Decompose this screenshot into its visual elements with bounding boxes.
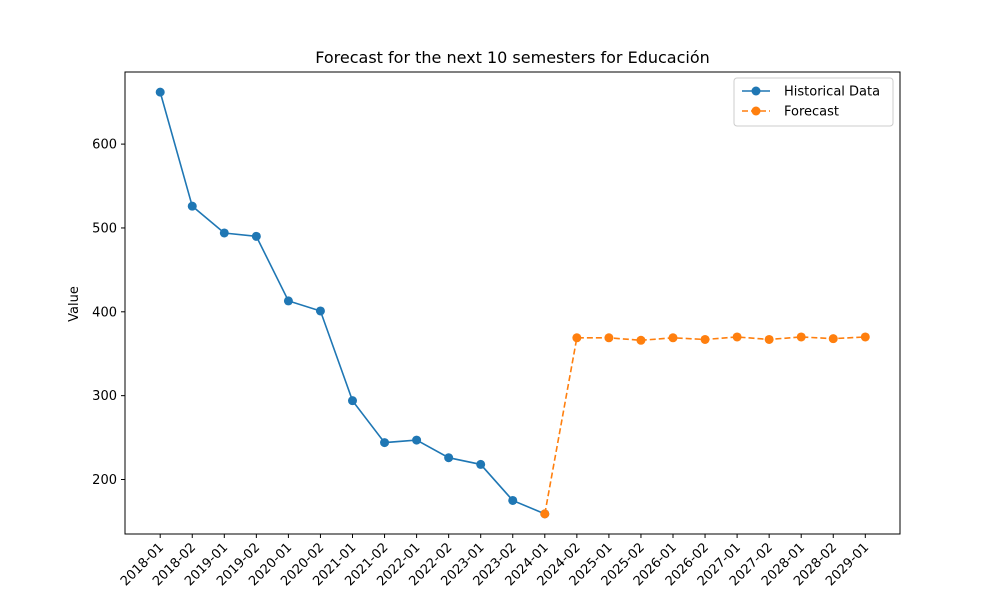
y-tick-label: 200 (92, 473, 117, 488)
data-point (636, 335, 646, 345)
legend: Historical Data Forecast (733, 77, 894, 127)
legend-label-forecast: Forecast (784, 105, 839, 120)
data-point (700, 334, 710, 344)
y-tick-label: 600 (92, 138, 117, 153)
data-point (540, 509, 550, 519)
data-point (187, 201, 197, 211)
series-layer (155, 87, 870, 519)
data-point (732, 332, 742, 342)
data-point (283, 296, 293, 306)
data-point (796, 332, 806, 342)
plot-area-frame (124, 71, 901, 535)
y-tick-label: 500 (92, 221, 117, 236)
y-tick-label: 400 (92, 305, 117, 320)
data-point (668, 333, 678, 343)
data-point (508, 495, 518, 505)
chart-title: Forecast for the next 10 semesters for E… (315, 48, 710, 67)
data-point (219, 228, 229, 238)
data-point (251, 231, 261, 241)
data-point (860, 332, 870, 342)
data-point (604, 333, 614, 343)
data-point (315, 306, 325, 316)
y-tick-label: 300 (92, 389, 117, 404)
data-point (764, 334, 774, 344)
series-historical-data (155, 87, 550, 519)
legend-label-historical-data: Historical Data (784, 85, 880, 100)
y-axis-label: Value (67, 286, 82, 322)
legend-marker-historical-data (751, 86, 761, 96)
data-point (572, 333, 582, 343)
legend-box (733, 77, 894, 127)
data-point (155, 87, 165, 97)
series-forecast (540, 332, 870, 519)
data-point (444, 453, 454, 463)
data-point (412, 435, 422, 445)
data-point (380, 438, 390, 448)
data-point (348, 396, 357, 406)
data-point (828, 334, 838, 344)
legend-marker-forecast (751, 106, 761, 116)
data-point (476, 459, 486, 469)
